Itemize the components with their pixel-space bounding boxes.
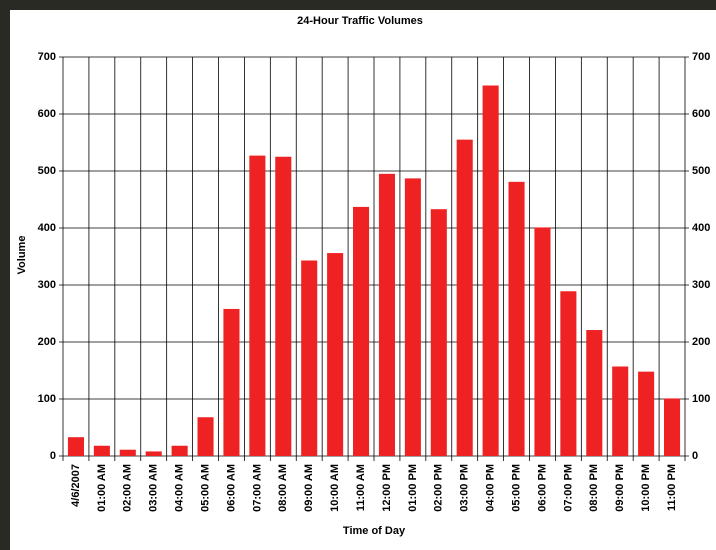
bar	[560, 291, 576, 456]
y-tick-label: 300	[38, 279, 56, 291]
x-tick-label: 01:00 PM	[407, 464, 419, 512]
y-tick-label: 200	[38, 336, 56, 348]
y2-tick-label: 400	[692, 222, 710, 234]
y-axis-label: Volume	[16, 236, 28, 275]
x-tick-label: 11:00 PM	[666, 464, 678, 511]
bar	[483, 86, 499, 457]
bar	[638, 372, 654, 456]
y2-tick-label: 200	[692, 336, 710, 348]
bar	[120, 450, 136, 456]
chart: 24-Hour Traffic Volumes Volume Time of D…	[0, 0, 716, 550]
bar	[172, 446, 188, 456]
x-tick-label: 09:00 PM	[614, 464, 626, 512]
bar	[534, 227, 550, 456]
x-tick-label: 04:00 AM	[174, 464, 186, 512]
bar	[612, 367, 628, 456]
y2-tick-label: 0	[692, 450, 698, 462]
bar	[431, 209, 447, 456]
bar	[94, 446, 110, 456]
bar	[327, 253, 343, 456]
bar	[146, 451, 162, 456]
x-tick-label: 12:00 PM	[381, 464, 393, 512]
x-tick-label: 07:00 AM	[251, 464, 263, 512]
bar	[223, 309, 239, 456]
bar	[457, 140, 473, 456]
y2-tick-label: 300	[692, 279, 710, 291]
y2-tick-label: 500	[692, 165, 710, 177]
bar	[405, 178, 421, 456]
bar	[509, 182, 525, 456]
x-tick-label: 01:00 AM	[96, 464, 108, 512]
x-tick-label: 09:00 AM	[303, 464, 315, 512]
y-tick-label: 400	[38, 222, 56, 234]
y-tick-label: 0	[50, 450, 56, 462]
y2-tick-label: 700	[692, 51, 710, 63]
bar	[379, 174, 395, 456]
x-tick-label: 03:00 PM	[459, 464, 471, 512]
x-tick-label: 08:00 AM	[277, 464, 289, 512]
y-tick-label: 600	[38, 108, 56, 120]
bar	[353, 207, 369, 456]
bar	[301, 260, 317, 456]
x-tick-label: 04:00 PM	[485, 464, 497, 512]
x-tick-label: 07:00 PM	[562, 464, 574, 512]
y-tick-label: 500	[38, 165, 56, 177]
page: 24-Hour Traffic Volumes Volume Time of D…	[0, 0, 716, 550]
bar	[198, 417, 214, 456]
x-tick-label: 03:00 AM	[148, 464, 160, 512]
bar	[68, 437, 84, 456]
x-tick-label: 05:00 PM	[510, 464, 522, 512]
bar	[275, 157, 291, 456]
bar	[249, 156, 265, 456]
x-tick-label: 4/6/2007	[70, 464, 82, 507]
bar	[586, 330, 602, 456]
x-tick-label: 10:00 AM	[329, 464, 341, 512]
x-tick-label: 11:00 AM	[355, 464, 367, 511]
x-axis-label: Time of Day	[343, 525, 406, 537]
y-tick-label: 100	[38, 393, 56, 405]
y2-tick-label: 600	[692, 108, 710, 120]
x-tick-label: 02:00 PM	[433, 464, 445, 512]
x-tick-label: 06:00 AM	[225, 464, 237, 512]
x-tick-label: 02:00 AM	[122, 464, 134, 512]
x-tick-label: 06:00 PM	[536, 464, 548, 512]
x-tick-label: 10:00 PM	[640, 464, 652, 512]
y-tick-label: 700	[38, 51, 56, 63]
y2-tick-label: 100	[692, 393, 710, 405]
bar	[664, 398, 680, 456]
chart-title: 24-Hour Traffic Volumes	[297, 15, 423, 27]
x-tick-label: 08:00 PM	[588, 464, 600, 512]
x-tick-label: 05:00 AM	[199, 464, 211, 512]
